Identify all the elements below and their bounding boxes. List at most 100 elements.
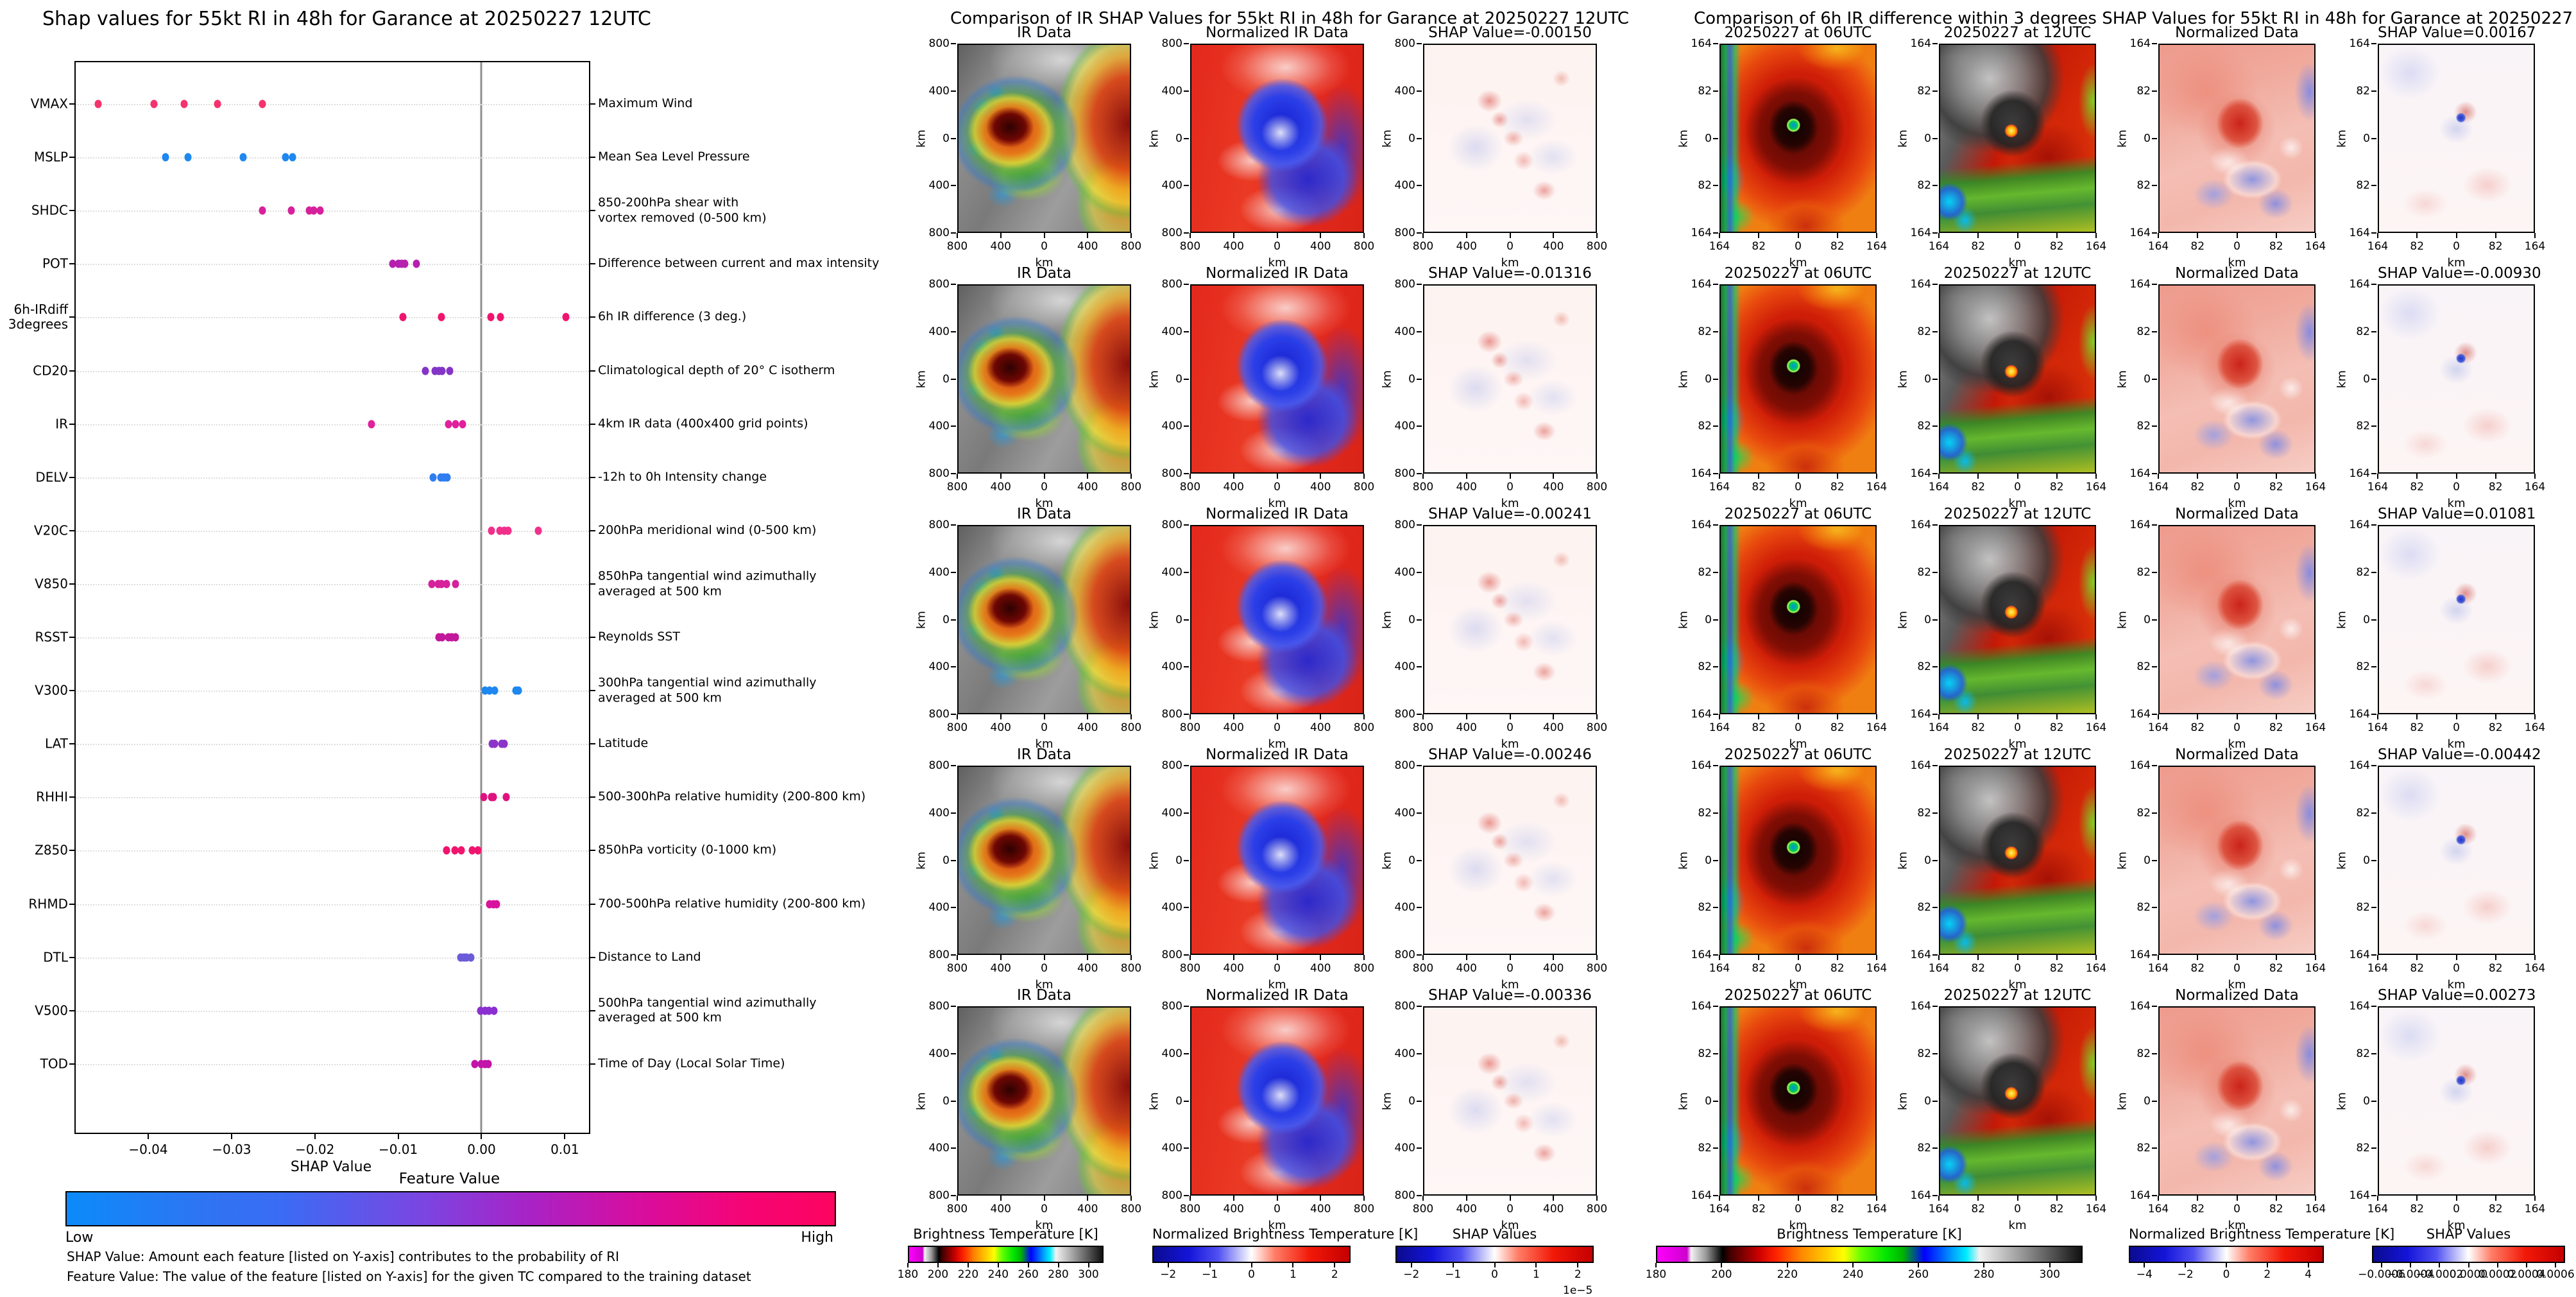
colorbar-tick-label: 260: [1018, 1268, 1039, 1281]
colorbar-title: SHAP Values: [2426, 1226, 2511, 1242]
y-tick-mark: [69, 423, 76, 425]
shap-dot: [443, 580, 450, 588]
axis-tick-label: 164: [2524, 240, 2546, 253]
colorbar-tick-label: 2: [1574, 1268, 1582, 1281]
axis-tick-label: 82: [2137, 806, 2151, 820]
axis-unit-label: km: [1268, 978, 1286, 992]
colorbar-tick-label: 0.0006: [2536, 1268, 2575, 1281]
feature-gridline: [76, 264, 589, 266]
axis-tick-label: 400: [1310, 240, 1331, 253]
shap-dot: [474, 846, 482, 855]
shap-dot: [493, 900, 500, 908]
shap-dot: [480, 793, 488, 802]
axis-unit-label: km: [2335, 610, 2349, 629]
shap-dot: [488, 526, 495, 535]
feature-gridline: [76, 797, 589, 799]
shap-dot: [491, 739, 499, 748]
axis-tick-label: 0: [2014, 1203, 2021, 1215]
colorbar-high-label: High: [801, 1230, 833, 1246]
axis-tick-label: 400: [1543, 481, 1564, 494]
axis-tick-label: 800: [928, 759, 950, 772]
shap-dot: [451, 846, 459, 855]
ir-06utc-map: [1719, 1006, 1877, 1196]
axis-tick-label: 164: [1928, 1203, 1950, 1215]
feature-gridline: [76, 1063, 589, 1065]
y-tick-mark: [589, 423, 595, 425]
axis-tick-label: 164: [2147, 1203, 2169, 1215]
axis-tick-label: 0: [1175, 132, 1182, 145]
feature-gridline: [76, 157, 589, 159]
subplot-title: Normalized Data: [2175, 506, 2299, 522]
axis-tick-label: 82: [2269, 962, 2283, 975]
axis-tick-label: 164: [2305, 962, 2326, 975]
axis-tick-label: 400: [1161, 84, 1182, 98]
axis-tick-label: 164: [2147, 240, 2169, 253]
axis-tick-label: 82: [1917, 1047, 1931, 1060]
shap-dot: [180, 99, 188, 108]
axis-tick-label: 400: [1077, 962, 1098, 975]
axis-tick-label: 800: [1394, 278, 1415, 291]
axis-unit-label: km: [1268, 737, 1286, 751]
axis-unit-label: km: [2447, 497, 2466, 510]
axis-tick-label: 82: [1830, 481, 1845, 494]
axis-tick-label: 800: [1179, 240, 1201, 253]
shap-dot: [477, 1006, 484, 1015]
axis-tick-label: 400: [1394, 565, 1415, 579]
axis-tick-label: 164: [1910, 759, 1931, 772]
axis-unit-label: km: [1035, 1219, 1053, 1232]
ir-data-map: [957, 284, 1131, 474]
axis-tick-label: 800: [1120, 240, 1142, 253]
axis-tick-label: 82: [2410, 481, 2425, 494]
axis-tick-label: 82: [1917, 325, 1931, 338]
axis-tick-label: 800: [1353, 962, 1375, 975]
axis-tick-label: 82: [1698, 179, 1712, 193]
axis-tick-label: 164: [1910, 227, 1931, 239]
shap-dot: [471, 1060, 479, 1069]
axis-tick-label: 0: [1795, 240, 1802, 253]
feature-label: V300: [35, 682, 68, 698]
feature-label: RHMD: [28, 896, 68, 911]
axis-tick-label: 400: [928, 565, 950, 579]
axis-tick-label: 0: [2363, 613, 2370, 626]
shap-dot: [184, 153, 192, 162]
axis-tick-label: 800: [1586, 240, 1608, 253]
axis-tick-label: 164: [2367, 1203, 2389, 1215]
axis-unit-label: km: [1380, 129, 1394, 148]
shap-dot: [467, 953, 475, 962]
axis-tick-label: 164: [2085, 962, 2107, 975]
axis-tick-label: 800: [1120, 1203, 1142, 1215]
axis-tick-label: 82: [2190, 481, 2205, 494]
axis-unit-label: km: [2228, 497, 2246, 510]
axis-tick-label: 82: [2410, 721, 2425, 734]
axis-tick-label: 400: [1161, 1142, 1182, 1155]
subplot-title: SHAP Value=0.00273: [2378, 987, 2536, 1004]
axis-tick-label: 82: [1698, 565, 1712, 579]
feature-label: V20C: [33, 522, 68, 538]
axis-tick-label: 800: [1412, 481, 1434, 494]
axis-unit-label: km: [2228, 978, 2246, 992]
feature-gridline: [76, 104, 589, 105]
axis-tick-label: 164: [1691, 519, 1712, 531]
ir-06utc-map: [1719, 44, 1877, 233]
y-tick-mark: [69, 956, 76, 958]
shap-dot: [452, 420, 459, 429]
x-tick-mark: [314, 1133, 316, 1139]
axis-tick-label: 400: [1223, 962, 1244, 975]
axis-tick-label: 0: [1408, 372, 1415, 386]
shap-value-map: [1423, 1006, 1597, 1196]
axis-tick-label: 0: [1506, 240, 1514, 253]
shap-dot: [448, 633, 456, 642]
feature-label: MSLP: [33, 149, 68, 165]
x-tick-label: 0.00: [467, 1142, 496, 1157]
y-tick-mark: [589, 690, 595, 692]
axis-tick-label: 164: [2129, 278, 2151, 291]
feature-description: 500hPa tangential wind azimuthally averag…: [598, 995, 817, 1025]
axis-tick-label: 164: [1866, 240, 1888, 253]
subplot-title: Normalized Data: [2175, 265, 2299, 282]
colorbar-tick-label: 0.0002: [2478, 1268, 2517, 1281]
axis-tick-label: 400: [1456, 721, 1477, 734]
axis-tick-label: 0: [1041, 240, 1048, 253]
axis-tick-label: 82: [2137, 660, 2151, 674]
feature-gridline: [76, 744, 589, 746]
shap-dot: [214, 99, 221, 108]
